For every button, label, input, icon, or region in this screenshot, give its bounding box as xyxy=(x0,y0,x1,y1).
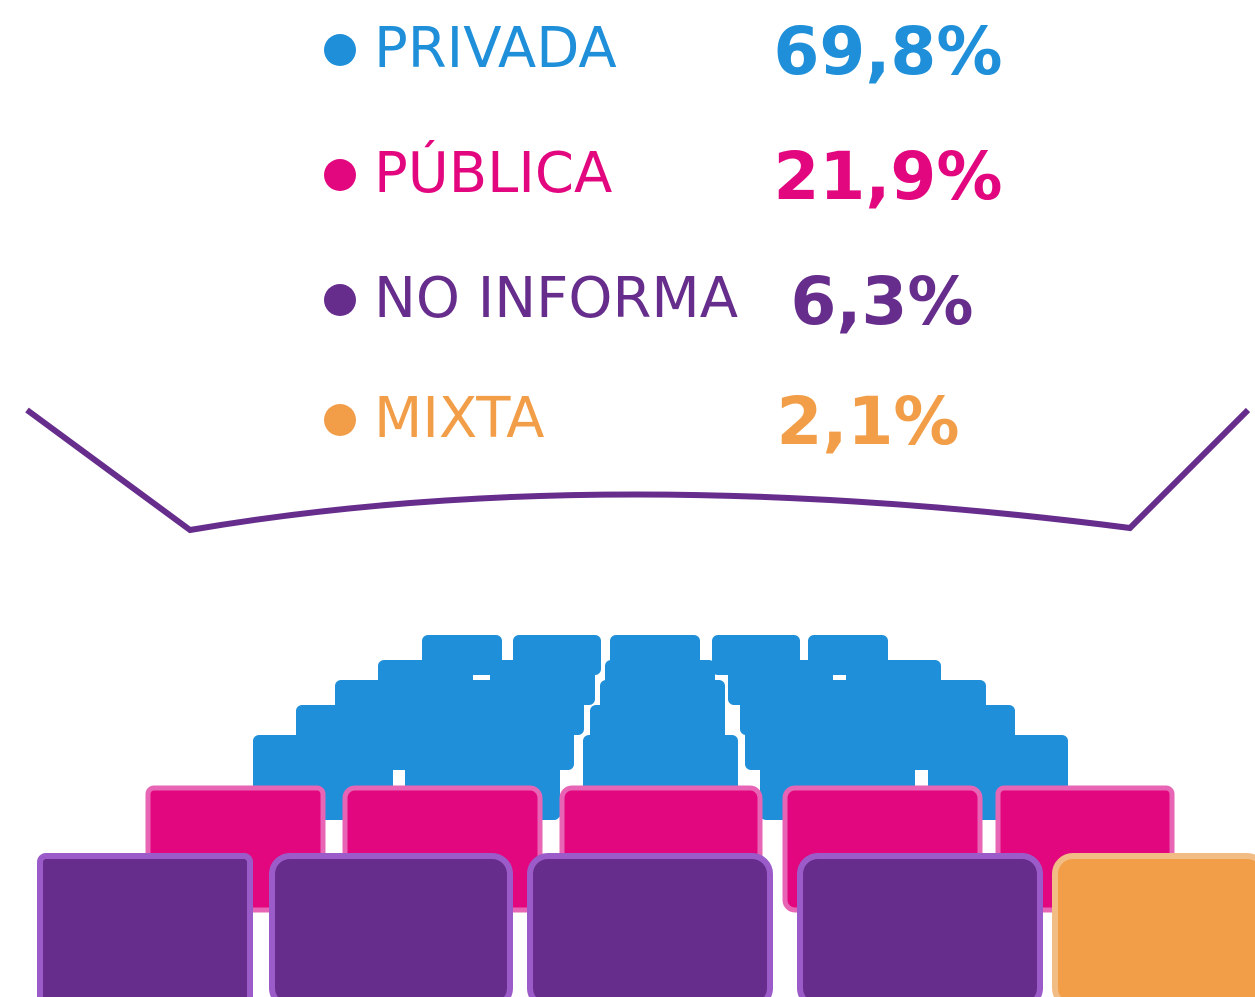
infographic: PRIVADA 69,8% PÚBLICA 21,9% NO INFORMA 6,3% MI… xyxy=(0,0,1255,997)
bullet xyxy=(324,404,356,436)
item-label: MIXTA xyxy=(374,386,544,451)
legend: PRIVADA 69,8% PÚBLICA 21,9% NO INFORMA 6,3% MI… xyxy=(324,13,1002,460)
bullet xyxy=(324,34,356,66)
item-value: 21,9% xyxy=(774,138,1003,215)
item-label: PRIVADA xyxy=(374,16,617,81)
stage-outline xyxy=(27,410,1248,530)
item-value: 2,1% xyxy=(776,383,959,460)
item-value: 6,3% xyxy=(790,263,973,340)
bullet xyxy=(324,159,356,191)
item-label: NO INFORMA xyxy=(374,266,738,331)
item-value: 69,8% xyxy=(774,13,1003,90)
seats xyxy=(40,635,1255,997)
item-label: PÚBLICA xyxy=(374,141,612,206)
bullet xyxy=(324,284,356,316)
